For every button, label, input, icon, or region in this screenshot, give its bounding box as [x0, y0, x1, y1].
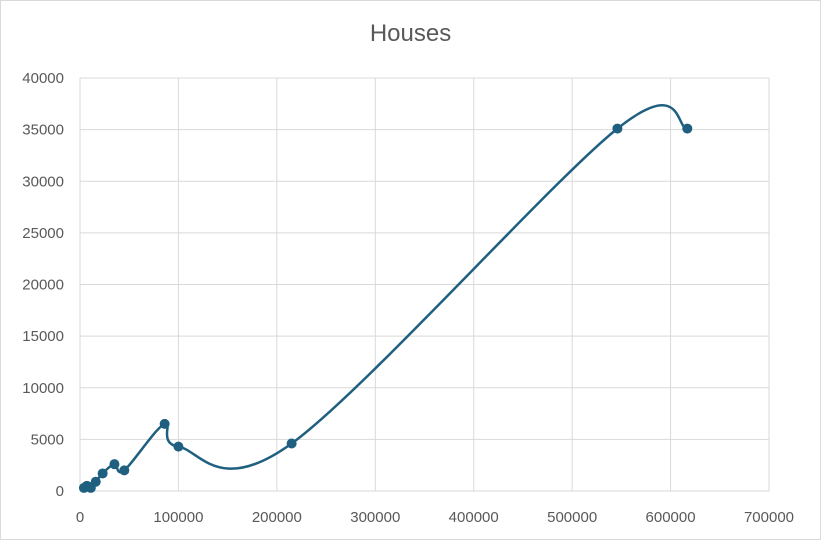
x-tick-label: 600000 — [646, 509, 696, 526]
x-tick-label: 400000 — [449, 509, 499, 526]
data-point — [109, 459, 120, 470]
y-tick-label: 25000 — [22, 225, 64, 242]
data-point — [90, 476, 101, 487]
y-tick-label: 40000 — [22, 70, 64, 87]
x-tick-label: 100000 — [153, 509, 203, 526]
data-point — [119, 465, 130, 476]
data-point — [612, 123, 623, 134]
y-tick-label: 10000 — [22, 380, 64, 397]
x-tick-label: 500000 — [547, 509, 597, 526]
y-tick-label: 0 — [56, 483, 64, 500]
data-point — [97, 468, 108, 479]
data-point — [159, 418, 170, 429]
series-line — [83, 104, 688, 490]
y-tick-label: 30000 — [22, 173, 64, 190]
x-tick-label: 700000 — [744, 509, 794, 526]
data-point — [173, 441, 184, 452]
x-tick-label: 0 — [76, 509, 84, 526]
y-tick-label: 15000 — [22, 328, 64, 345]
chart-title: Houses — [369, 20, 452, 47]
data-point — [682, 123, 693, 134]
y-tick-label: 5000 — [31, 431, 64, 448]
data-point — [286, 438, 297, 449]
y-tick-label: 35000 — [22, 122, 64, 139]
x-tick-label: 200000 — [252, 509, 302, 526]
y-tick-label: 20000 — [22, 277, 64, 294]
x-tick-label: 300000 — [350, 509, 400, 526]
